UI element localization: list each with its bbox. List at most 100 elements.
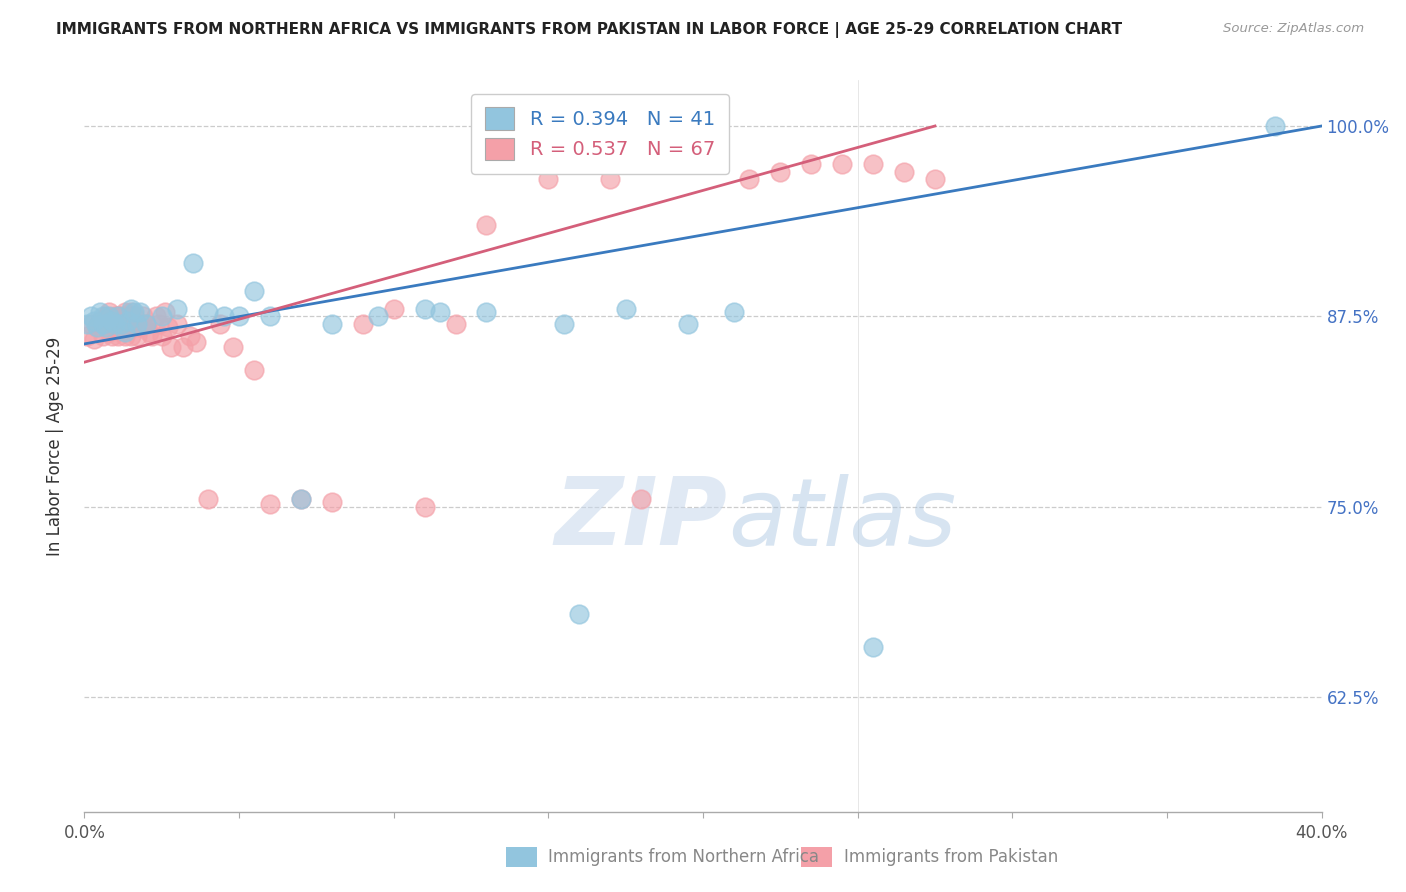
Point [568, 157, 591, 171]
Point [120, 329, 142, 343]
Point [101, 329, 124, 343]
Point [568, 607, 591, 621]
Point [117, 314, 139, 328]
Point [150, 329, 173, 343]
Point [738, 172, 761, 186]
Point [79, 317, 101, 331]
Point [475, 218, 498, 232]
Point [352, 317, 374, 331]
Point [94, 310, 117, 324]
Point [114, 305, 136, 319]
Text: Source: ZipAtlas.com: Source: ZipAtlas.com [1223, 22, 1364, 36]
Point [120, 301, 142, 316]
Point [145, 310, 167, 324]
Point [76, 329, 98, 343]
Point [614, 301, 637, 316]
Point [444, 317, 467, 331]
Point [197, 305, 219, 319]
Point [172, 340, 194, 354]
Point [179, 329, 201, 343]
Point [83, 332, 105, 346]
Point [212, 310, 235, 324]
Point [120, 305, 142, 319]
Point [104, 310, 127, 324]
Point [91, 329, 114, 343]
Point [110, 310, 132, 324]
Point [110, 317, 132, 331]
Point [98, 305, 121, 319]
Point [107, 310, 129, 324]
Text: Immigrants from Pakistan: Immigrants from Pakistan [844, 848, 1057, 866]
Point [769, 165, 792, 179]
Point [89, 305, 111, 319]
Point [166, 317, 188, 331]
Point [101, 317, 124, 331]
Point [114, 325, 136, 339]
Point [367, 310, 389, 324]
Point [475, 305, 498, 319]
Point [150, 310, 173, 324]
Point [321, 317, 343, 331]
Point [862, 640, 884, 655]
Point [125, 329, 148, 343]
Point [413, 500, 436, 514]
Point [129, 305, 152, 319]
Point [114, 329, 136, 343]
Point [98, 325, 121, 339]
Point [831, 157, 853, 171]
Point [197, 492, 219, 507]
Point [129, 320, 152, 334]
Text: Immigrants from Northern Africa: Immigrants from Northern Africa [548, 848, 820, 866]
Point [125, 317, 148, 331]
Point [148, 317, 170, 331]
Point [91, 310, 114, 324]
Point [243, 363, 266, 377]
Point [141, 329, 163, 343]
Point [290, 492, 312, 507]
Point [599, 172, 621, 186]
Point [160, 340, 183, 354]
Point [553, 317, 575, 331]
Point [117, 310, 139, 324]
Point [506, 157, 529, 171]
Y-axis label: In Labor Force | Age 25-29: In Labor Force | Age 25-29 [45, 336, 63, 556]
Point [132, 310, 155, 324]
Point [1264, 119, 1286, 133]
Point [122, 305, 145, 319]
Point [630, 492, 652, 507]
Point [79, 310, 101, 324]
Point [153, 305, 176, 319]
Point [89, 314, 111, 328]
Point [429, 305, 451, 319]
Point [107, 329, 129, 343]
Point [321, 495, 343, 509]
Point [117, 317, 139, 331]
Point [800, 157, 823, 171]
Point [135, 317, 157, 331]
Point [91, 317, 114, 331]
Point [537, 172, 560, 186]
Text: IMMIGRANTS FROM NORTHERN AFRICA VS IMMIGRANTS FROM PAKISTAN IN LABOR FORCE | AGE: IMMIGRANTS FROM NORTHERN AFRICA VS IMMIG… [56, 22, 1122, 38]
Point [166, 301, 188, 316]
Point [222, 340, 245, 354]
Point [122, 310, 145, 324]
Legend: R = 0.394   N = 41, R = 0.537   N = 67: R = 0.394 N = 41, R = 0.537 N = 67 [471, 94, 728, 174]
Point [76, 317, 98, 331]
Point [138, 325, 160, 339]
Point [382, 301, 405, 316]
Point [290, 492, 312, 507]
Point [94, 320, 117, 334]
Point [893, 165, 915, 179]
Point [723, 305, 745, 319]
Point [83, 314, 105, 328]
Point [692, 157, 714, 171]
Point [107, 310, 129, 324]
Point [228, 310, 250, 324]
Point [924, 172, 946, 186]
Point [98, 310, 121, 324]
Point [94, 317, 117, 331]
Point [413, 301, 436, 316]
Point [862, 157, 884, 171]
Point [209, 317, 232, 331]
Text: ZIP: ZIP [555, 473, 728, 566]
